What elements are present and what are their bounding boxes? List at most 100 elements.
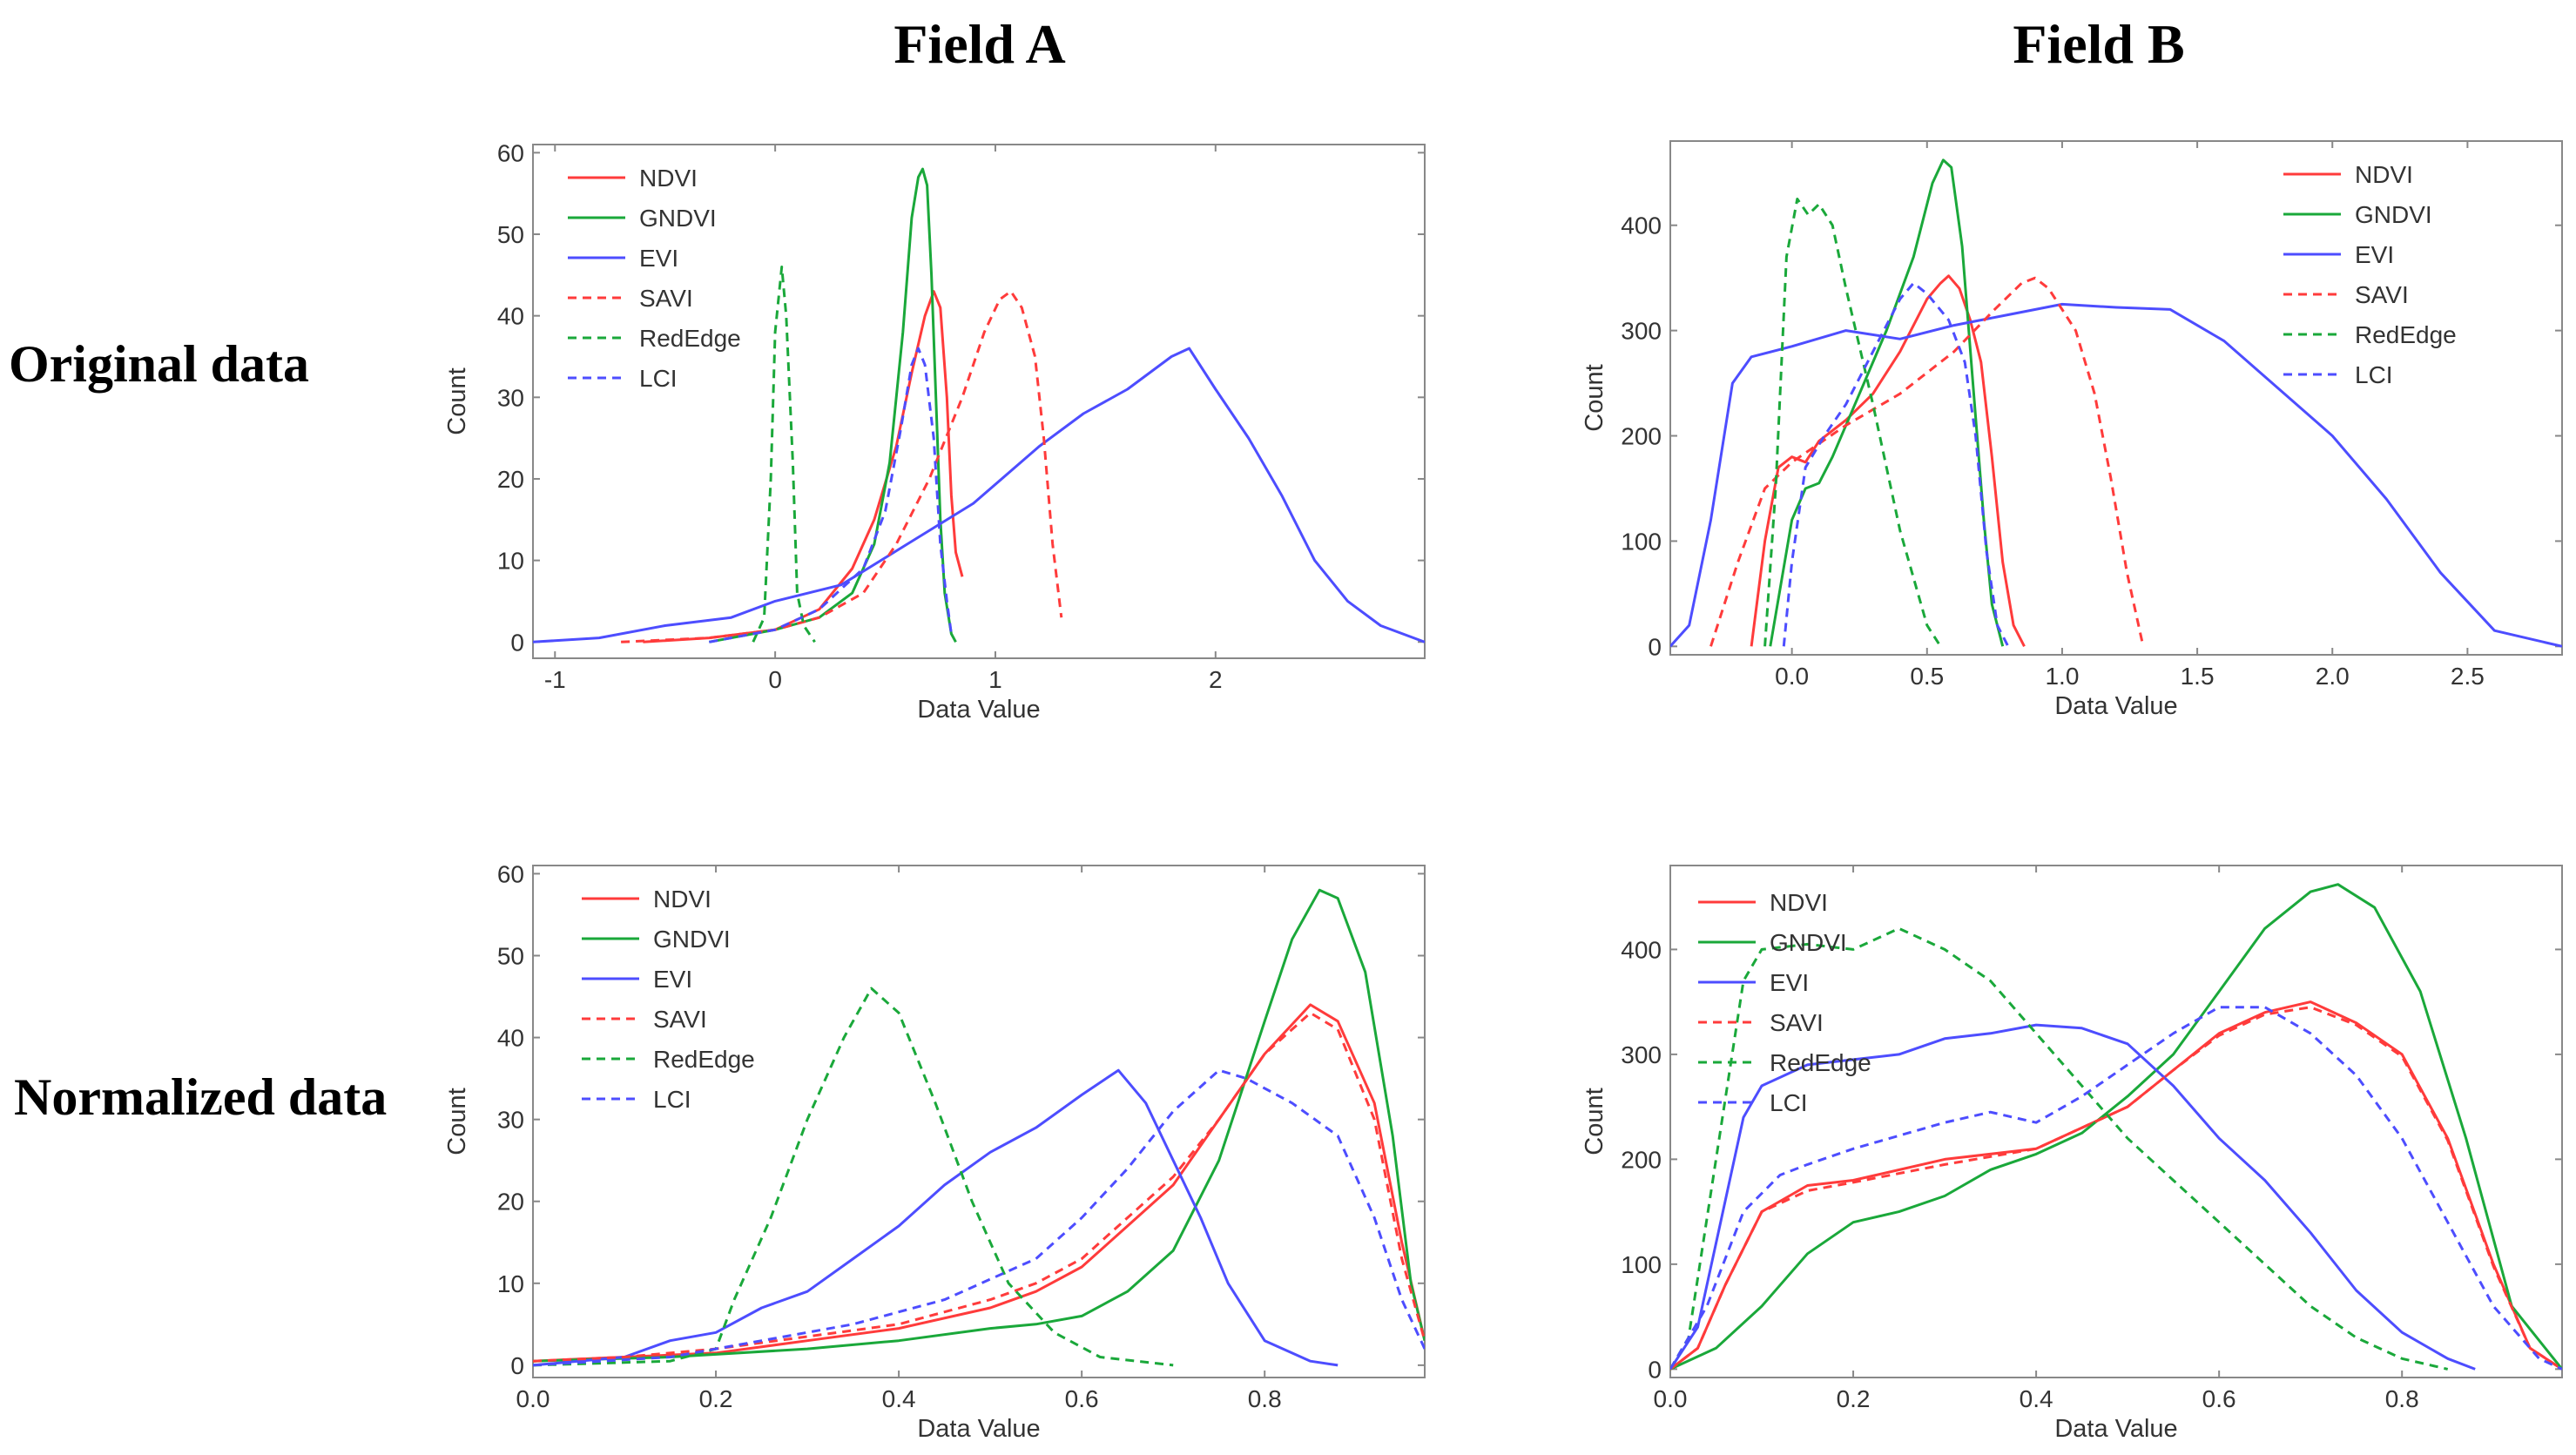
legend-label-gndvi: GNDVI <box>639 205 717 232</box>
series-line-rededge <box>1670 926 2449 1371</box>
x-tick-label: -1 <box>544 666 566 693</box>
x-axis-label: Data Value <box>917 696 1040 724</box>
y-tick-label: 20 <box>497 466 524 493</box>
y-tick-label: 50 <box>497 221 524 248</box>
legend-label-savi: SAVI <box>1770 1009 1824 1036</box>
series-line-evi <box>1670 1023 2476 1371</box>
y-axis-label: Count <box>443 367 471 434</box>
x-axis-label: Data Value <box>2054 1415 2177 1443</box>
y-tick-label: 0 <box>1648 633 1662 660</box>
series-group <box>533 167 1425 643</box>
y-tick-label: 40 <box>497 1025 524 1052</box>
x-tick-label: 1 <box>988 666 1002 693</box>
series-line-gndvi <box>533 888 1425 1363</box>
x-tick-label: 0.2 <box>1837 1385 1871 1412</box>
series-line-savi <box>1670 1006 2562 1371</box>
y-tick-label: 400 <box>1621 936 1662 963</box>
legend-label-lci: LCI <box>2355 361 2393 388</box>
series-group <box>1670 158 2562 648</box>
legend-label-ndvi: NDVI <box>653 886 711 913</box>
series-line-savi <box>533 1011 1425 1363</box>
series-line-ndvi <box>643 290 964 643</box>
x-axis-label: Data Value <box>2054 692 2177 720</box>
series-line-ndvi <box>1750 274 2026 647</box>
y-tick-label: 60 <box>497 860 524 887</box>
legend-label-gndvi: GNDVI <box>1770 929 1847 956</box>
y-axis-label: Count <box>443 1088 471 1155</box>
legend-label-ndvi: NDVI <box>639 165 698 192</box>
x-axis-label: Data Value <box>917 1415 1040 1443</box>
legend-label-evi: EVI <box>1770 969 1809 996</box>
plot-frame <box>532 865 1426 1378</box>
x-tick-label: 2.0 <box>2316 663 2350 690</box>
x-tick-label: 0.4 <box>882 1385 916 1412</box>
chart-panel-field-b-original: 0.0 0.5 1.0 1.5 2.0 2.5 0 100 200 300 400 Data Valu… <box>1581 140 2563 720</box>
y-tick-label: 30 <box>497 1107 524 1134</box>
chart-panel-field-b-normalized: 0.0 0.2 0.4 0.6 0.8 0 100 200 300 400 Data Value Co… <box>1581 865 2563 1443</box>
x-tick-label: 0.4 <box>2020 1385 2053 1412</box>
series-line-lci <box>1670 1006 2562 1371</box>
legend-label-savi: SAVI <box>653 1006 707 1033</box>
legend-label-ndvi: NDVI <box>1770 889 1828 916</box>
legend-label-lci: LCI <box>1770 1089 1808 1116</box>
y-tick-label: 10 <box>497 548 524 575</box>
legend-label-rededge: RedEdge <box>1770 1049 1871 1076</box>
series-group <box>533 888 1425 1367</box>
series-line-evi <box>533 1068 1339 1367</box>
x-tick-label: 0.6 <box>1065 1385 1099 1412</box>
legend: NDVI GNDVI EVI SAVI RedEdge LCI <box>568 165 741 392</box>
series-group <box>1670 883 2562 1371</box>
series-line-ndvi <box>533 1003 1425 1363</box>
series-line-rededge <box>533 987 1174 1367</box>
series-line-lci <box>1782 281 2010 647</box>
plot-frame <box>532 144 1426 659</box>
series-line-savi <box>621 290 1063 643</box>
legend: NDVI GNDVI EVI SAVI RedEdge LCI <box>2283 161 2457 388</box>
x-tick-label: 0 <box>768 666 782 693</box>
series-line-savi <box>1709 276 2145 647</box>
series-line-evi <box>533 347 1425 643</box>
y-tick-label: 20 <box>497 1189 524 1216</box>
series-line-gndvi <box>1769 158 2005 647</box>
legend-label-lci: LCI <box>653 1086 691 1113</box>
y-tick-label: 40 <box>497 303 524 330</box>
x-tick-label: 0.5 <box>1910 663 1944 690</box>
legend-label-ndvi: NDVI <box>2355 161 2413 188</box>
series-line-lci <box>709 347 953 643</box>
y-tick-label: 400 <box>1621 212 1662 239</box>
y-axis-label: Count <box>1581 364 1608 431</box>
legend-label-gndvi: GNDVI <box>2355 201 2432 228</box>
legend-label-gndvi: GNDVI <box>653 926 731 953</box>
column-header-field-a: Field A <box>894 13 1065 75</box>
x-tick-label: 1.5 <box>2181 663 2215 690</box>
x-tick-label: 1.0 <box>2045 663 2079 690</box>
legend-label-rededge: RedEdge <box>2355 321 2457 348</box>
y-axis-label: Count <box>1581 1088 1608 1155</box>
y-tick-label: 200 <box>1621 423 1662 450</box>
y-tick-label: 50 <box>497 942 524 969</box>
plot-frame <box>1669 865 2563 1378</box>
y-tick-label: 10 <box>497 1270 524 1297</box>
x-tick-label: 0.0 <box>1654 1385 1688 1412</box>
y-tick-label: 100 <box>1621 1251 1662 1278</box>
x-tick-label: 0.6 <box>2202 1385 2236 1412</box>
plot-frame <box>1669 140 2563 656</box>
y-tick-label: 200 <box>1621 1146 1662 1173</box>
x-tick-label: 2.5 <box>2451 663 2485 690</box>
series-line-rededge <box>1763 198 1942 648</box>
x-tick-label: 2 <box>1209 666 1223 693</box>
row-header-normalized: Normalized data <box>14 1068 387 1126</box>
legend-label-rededge: RedEdge <box>639 325 741 352</box>
x-tick-label: 0.0 <box>1775 663 1809 690</box>
legend-label-savi: SAVI <box>2355 281 2409 308</box>
chart-panel-field-a-normalized: 0.0 0.2 0.4 0.6 0.8 0 10 20 30 40 50 60 Data Value Co… <box>443 860 1426 1443</box>
legend: NDVI GNDVI EVI SAVI RedEdge LCI <box>1698 889 1871 1116</box>
legend-label-lci: LCI <box>639 365 678 392</box>
series-line-lci <box>533 1068 1425 1367</box>
legend-label-evi: EVI <box>639 245 678 272</box>
x-tick-label: 0.8 <box>1248 1385 1282 1412</box>
y-tick-label: 300 <box>1621 1041 1662 1068</box>
series-line-rededge <box>752 266 816 643</box>
legend-label-evi: EVI <box>2355 241 2394 268</box>
